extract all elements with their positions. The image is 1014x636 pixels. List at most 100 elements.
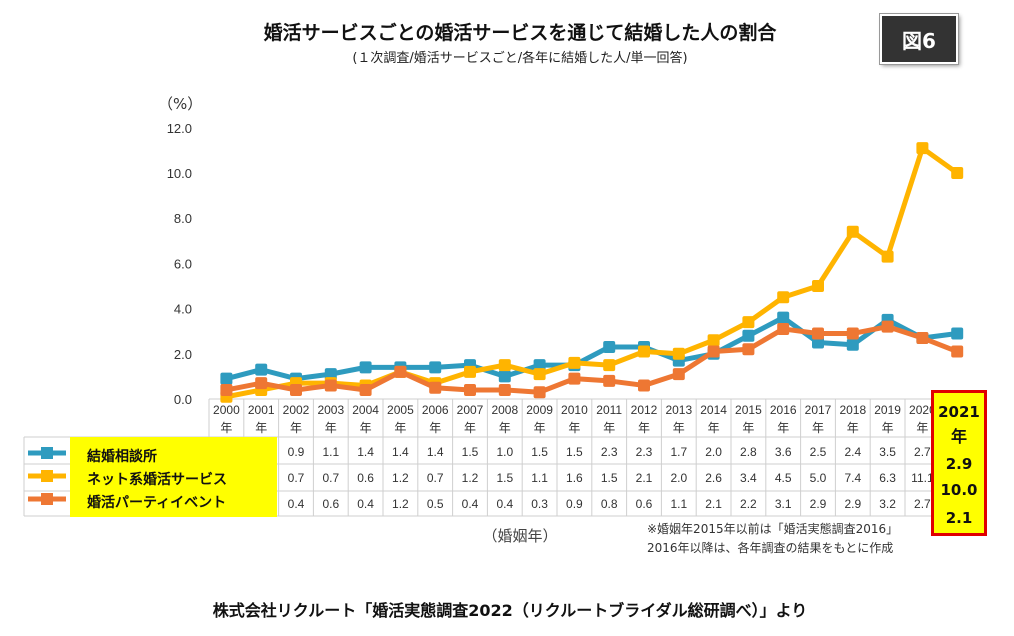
data-point <box>429 361 442 374</box>
legend-label-1: 結婚相談所 <box>87 449 157 465</box>
table-cell-value: 2.1 <box>636 471 653 485</box>
data-point <box>603 359 616 372</box>
chart-title: 婚活サービスごとの婚活サービスを通じて結婚した人の割合 <box>263 22 777 44</box>
figure-badge: 図6 <box>879 13 959 65</box>
legend-label-2: ネット系婚活サービス <box>87 472 227 488</box>
table-cell-value: 0.7 <box>288 471 305 485</box>
x-tick-suffix: 年 <box>325 421 337 435</box>
x-tick-label: 2003 <box>317 403 344 417</box>
legend-item-1: 結婚相談所 <box>70 445 277 469</box>
y-tick-label: 6.0 <box>174 256 192 271</box>
table-cell-value: 1.1 <box>322 445 339 459</box>
x-tick-suffix: 年 <box>916 421 928 435</box>
series-line-3 <box>225 324 959 395</box>
data-point <box>742 329 755 342</box>
x-tick-suffix: 年 <box>742 421 754 435</box>
highlight-value-3: 2.1 <box>945 509 973 527</box>
data-point <box>951 327 964 340</box>
x-tick-suffix: 年 <box>708 421 720 435</box>
table-cell-value: 2.0 <box>670 471 687 485</box>
table-cell-value: 3.2 <box>879 497 896 511</box>
legend-label-3: 婚活パーティイベント <box>87 495 227 511</box>
highlight-value-1: 2.9 <box>945 455 973 473</box>
legend-marker <box>41 470 53 482</box>
x-tick-label: 2014 <box>700 403 727 417</box>
table-cell-value: 0.9 <box>288 445 305 459</box>
legend-marker <box>41 493 53 505</box>
data-point <box>533 368 546 381</box>
x-tick-suffix: 年 <box>777 421 789 435</box>
table-cell-value: 1.5 <box>496 471 513 485</box>
highlight-2021-box: 2021 年 2.9 10.0 2.1 <box>931 390 987 536</box>
x-tick-suffix: 年 <box>812 421 824 435</box>
table-cell-value: 0.6 <box>636 497 653 511</box>
data-point <box>464 365 476 378</box>
data-point <box>916 331 929 344</box>
source-credit: 株式会社リクルート「婚活実態調査2022（リクルートブライダル総研調べ）」より <box>212 601 808 620</box>
table-cell-value: 0.4 <box>496 497 513 511</box>
data-point <box>846 327 859 340</box>
table-cell-value: 2.5 <box>810 445 827 459</box>
data-point <box>464 383 476 396</box>
x-tick-suffix: 年 <box>534 421 546 435</box>
x-tick-suffix: 年 <box>464 421 476 435</box>
data-point <box>290 383 302 396</box>
data-point <box>881 320 894 333</box>
table-cell-value: 0.7 <box>427 471 444 485</box>
table-cell-value: 0.4 <box>462 497 479 511</box>
table-cell-value: 1.0 <box>496 445 513 459</box>
series-line-2 <box>225 145 959 400</box>
series-line-1 <box>225 315 958 382</box>
legend-item-2: ネット系婚活サービス <box>70 468 277 492</box>
data-point <box>220 383 233 396</box>
data-point <box>255 377 268 390</box>
table-cell-value: 3.1 <box>775 497 792 511</box>
x-tick-label: 2008 <box>491 403 518 417</box>
table-cell-value: 3.4 <box>740 471 757 485</box>
y-tick-label: 2.0 <box>174 347 192 362</box>
x-tick-suffix: 年 <box>847 421 859 435</box>
table-cell-value: 6.3 <box>879 471 896 485</box>
data-point <box>324 368 337 381</box>
data-point <box>638 345 650 358</box>
legend-item-3: 婚活パーティイベント <box>70 491 277 515</box>
data-point <box>359 383 372 396</box>
table-cell-value: 7.4 <box>844 471 861 485</box>
data-point <box>812 336 824 349</box>
x-tick-label: 2004 <box>352 403 379 417</box>
y-axis-unit: （%） <box>158 95 203 113</box>
legend: 結婚相談所 ネット系婚活サービス 婚活パーティイベント <box>70 437 277 517</box>
table-cell-value: 3.5 <box>879 445 896 459</box>
data-point <box>394 365 407 378</box>
data-point <box>359 361 372 374</box>
x-tick-suffix: 年 <box>394 421 406 435</box>
table-cell-value: 0.6 <box>322 497 339 511</box>
table-cell-value: 0.6 <box>357 471 374 485</box>
table-cell-value: 1.5 <box>462 445 479 459</box>
data-point <box>324 379 337 392</box>
table-cell-value: 0.9 <box>566 497 583 511</box>
x-tick-suffix: 年 <box>290 421 302 435</box>
x-tick-suffix: 年 <box>499 421 511 435</box>
data-point <box>951 167 964 179</box>
data-point <box>881 250 894 263</box>
y-tick-label: 0.0 <box>174 392 192 407</box>
y-tick-label: 8.0 <box>174 211 192 226</box>
data-point <box>707 334 720 347</box>
data-point <box>533 359 546 372</box>
table-cell-value: 2.0 <box>705 445 722 459</box>
x-tick-label: 2002 <box>283 403 310 417</box>
data-point <box>812 327 824 340</box>
x-tick-suffix: 年 <box>255 421 267 435</box>
table-cell-value: 2.1 <box>705 497 722 511</box>
table-cell-value: 0.4 <box>288 497 305 511</box>
note-line-1: ※婚姻年2015年以前は「婚活実態調査2016」 <box>647 522 899 536</box>
x-tick-label: 2011 <box>596 403 622 417</box>
data-point <box>568 356 581 369</box>
x-tick-label: 2010 <box>561 403 588 417</box>
table-cell-value: 11.1 <box>911 471 934 485</box>
table-cell-value: 1.2 <box>392 497 409 511</box>
data-point <box>672 368 685 381</box>
table-cell-value: 1.5 <box>531 445 548 459</box>
